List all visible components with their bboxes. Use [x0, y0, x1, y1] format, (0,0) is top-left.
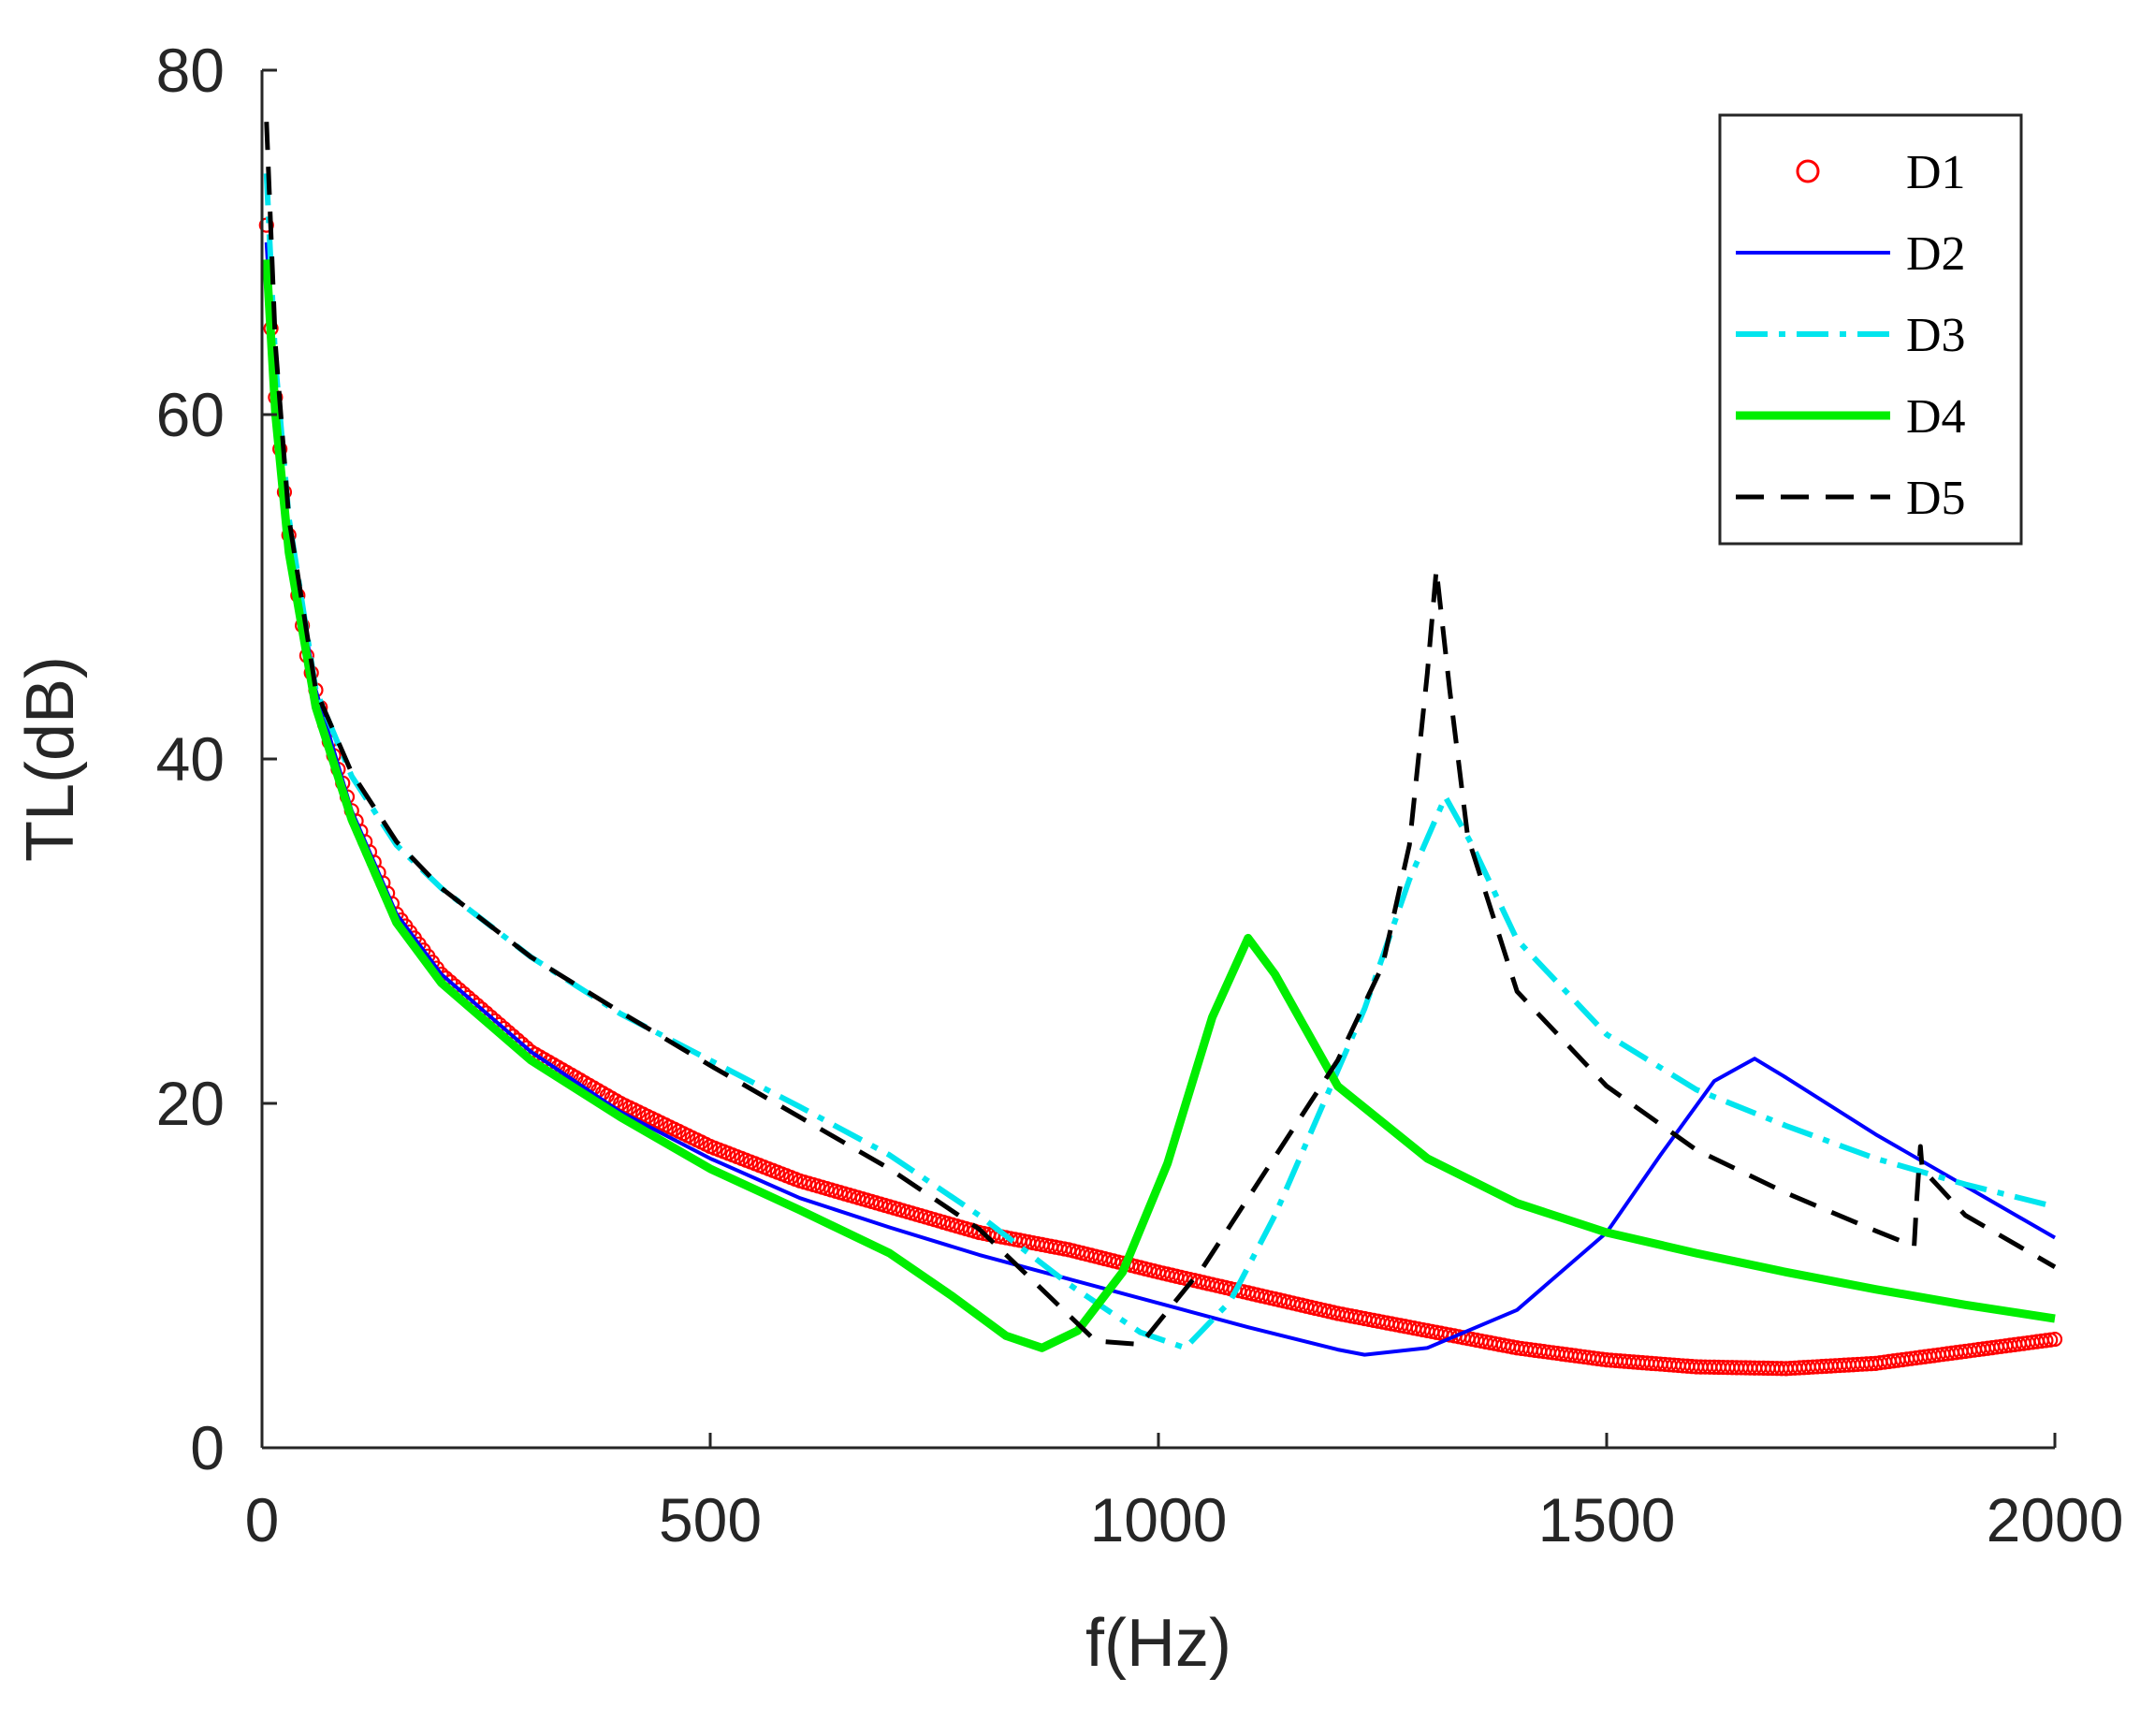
y-axis-label: TL(dB)	[13, 656, 88, 862]
series-d5-line	[264, 122, 2057, 1348]
legend-entry-d1: D1	[1796, 146, 1966, 199]
legend-entry-d4: D4	[1736, 390, 1966, 444]
legend-entry-d5: D5	[1736, 472, 1966, 525]
x-tick-label: 1000	[1090, 1485, 1228, 1554]
series-d4-line	[262, 259, 2056, 1352]
legend-entry-d2: D2	[1736, 227, 1966, 281]
y-tick-label: 80	[156, 36, 225, 105]
y-tick-label: 0	[190, 1413, 225, 1482]
legend-swatch	[1796, 159, 1820, 183]
legend-entry-d3: D3	[1736, 309, 1966, 362]
x-tick-label: 2000	[1987, 1485, 2124, 1554]
y-tick-label: 60	[156, 380, 225, 449]
legend-label: D4	[1906, 390, 1966, 444]
x-tick-label: 0	[245, 1485, 280, 1554]
axis-ticks: 0 500 1000 1500 2000 0 20 40 60 80	[156, 36, 2124, 1554]
y-tick-label: 40	[156, 724, 225, 794]
legend-label: D3	[1906, 309, 1966, 362]
legend-box	[1718, 113, 2023, 546]
y-tick-label: 20	[156, 1069, 225, 1138]
legend-label: D1	[1906, 146, 1966, 199]
legend-label: D5	[1906, 472, 1966, 525]
x-tick-label: 1500	[1538, 1485, 1676, 1554]
x-tick-label: 500	[659, 1485, 762, 1554]
plot-series	[258, 122, 2063, 1377]
legend: D1 D2 D3 D4 D5	[1718, 113, 2023, 546]
x-axis-label: f(Hz)	[1085, 1606, 1231, 1681]
legend-label: D2	[1906, 227, 1966, 281]
d1-marker	[2046, 1331, 2063, 1348]
